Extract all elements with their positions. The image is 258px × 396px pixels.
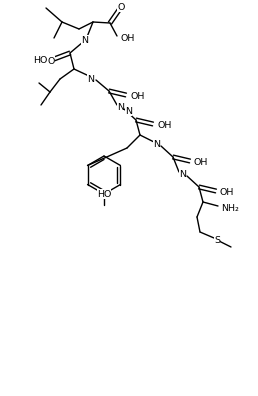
Text: OH: OH [120, 34, 134, 42]
Text: O: O [47, 57, 55, 65]
Text: HO: HO [33, 55, 47, 65]
Text: N: N [179, 169, 186, 179]
Text: OH: OH [130, 91, 144, 101]
Text: OH: OH [193, 158, 207, 166]
Text: N: N [87, 74, 94, 84]
Text: HO: HO [97, 190, 111, 198]
Text: OH: OH [157, 120, 171, 129]
Text: NH₂: NH₂ [221, 204, 239, 213]
Text: N: N [125, 107, 132, 116]
Text: O: O [117, 2, 125, 11]
Text: N: N [82, 36, 88, 44]
Text: N: N [153, 139, 160, 148]
Text: N: N [117, 103, 124, 112]
Text: OH: OH [219, 187, 233, 196]
Text: S: S [214, 236, 220, 244]
